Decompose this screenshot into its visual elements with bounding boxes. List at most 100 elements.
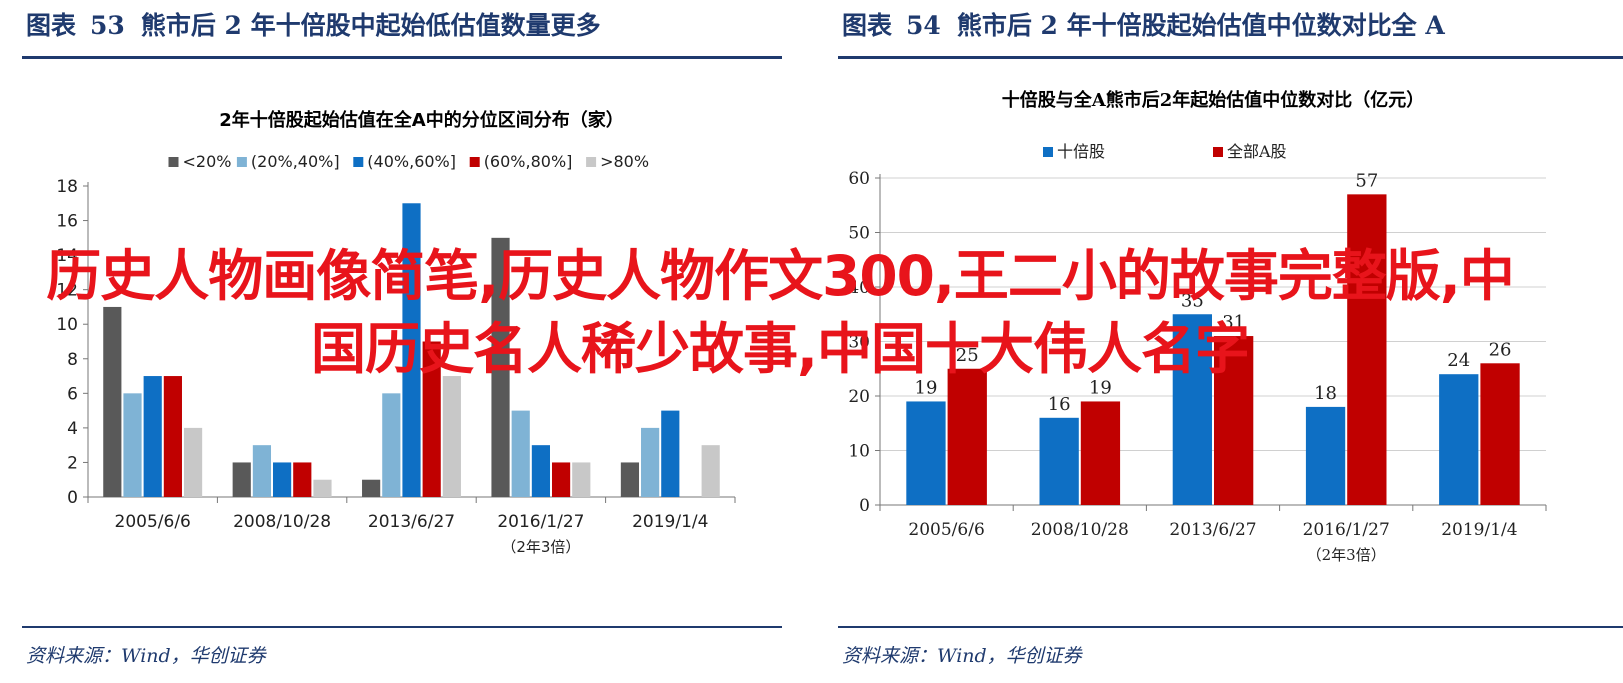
figure-number: 53 bbox=[90, 11, 125, 40]
y-tick-label: 14 bbox=[56, 246, 78, 266]
bar bbox=[313, 479, 332, 497]
bar bbox=[1439, 374, 1479, 505]
y-tick-label: 0 bbox=[67, 488, 78, 508]
bar bbox=[906, 401, 946, 505]
data-label: 26 bbox=[1489, 339, 1512, 360]
y-tick-label: 40 bbox=[848, 278, 870, 298]
bar bbox=[1347, 194, 1387, 505]
legend-swatch bbox=[1043, 147, 1053, 157]
bar bbox=[620, 462, 640, 497]
y-tick-label: 60 bbox=[848, 169, 870, 189]
x-tick-note: （2年3倍） bbox=[501, 538, 580, 556]
bar bbox=[382, 393, 401, 497]
legend-swatch bbox=[168, 157, 179, 167]
legend-label: (40%,60%] bbox=[367, 152, 456, 171]
y-tick-label: 2 bbox=[67, 453, 78, 473]
bar bbox=[123, 393, 142, 497]
bar bbox=[1305, 406, 1346, 505]
bar bbox=[232, 462, 251, 497]
bar bbox=[511, 410, 530, 497]
right-figure-panel: 图表 54 熊市后 2 年十倍股起始估值中位数对比全 A 十倍股与全A熊市后2年起始… bbox=[832, 0, 1623, 683]
y-tick-label: 16 bbox=[56, 212, 78, 232]
bottom-divider bbox=[838, 626, 1623, 628]
y-tick-label: 0 bbox=[859, 496, 870, 516]
bar bbox=[293, 462, 312, 497]
figure-title-text: 熊市后 2 年十倍股起始估值中位数对比全 A bbox=[956, 11, 1445, 40]
figure-title: 图表 54 熊市后 2 年十倍股起始估值中位数对比全 A bbox=[842, 6, 1445, 42]
data-label: 16 bbox=[1048, 394, 1071, 415]
data-label: 57 bbox=[1355, 170, 1378, 191]
figure-title-text: 熊市后 2 年十倍股中起始低估值数量更多 bbox=[140, 11, 601, 40]
bar bbox=[183, 427, 203, 497]
chart-title: 2年十倍股起始估值在全A中的分位区间分布（家） bbox=[219, 109, 623, 131]
bar bbox=[402, 203, 421, 497]
legend-label: <20% bbox=[183, 152, 232, 171]
y-tick-label: 4 bbox=[67, 419, 78, 439]
x-tick-label: 2005/6/6 bbox=[115, 512, 191, 532]
y-tick-label: 20 bbox=[848, 387, 870, 407]
figure-number: 54 bbox=[906, 11, 941, 40]
x-tick-label: 2016/1/27 bbox=[1303, 520, 1390, 540]
y-tick-label: 18 bbox=[56, 177, 78, 197]
x-tick-label: 2005/6/6 bbox=[908, 520, 984, 540]
bar bbox=[163, 376, 182, 497]
x-tick-label: 2008/10/28 bbox=[233, 512, 331, 532]
legend-label: 全部A股 bbox=[1227, 142, 1287, 161]
left-figure-panel: 图表 53 熊市后 2 年十倍股中起始低估值数量更多 2年十倍股起始估值在全A中的分… bbox=[0, 0, 790, 683]
bar bbox=[572, 462, 591, 497]
figure-label: 图表 bbox=[842, 11, 893, 40]
data-label: 19 bbox=[915, 377, 938, 398]
bar bbox=[661, 410, 680, 497]
bar bbox=[143, 376, 162, 497]
bar-chart: 十倍股与全A熊市后2年起始估值中位数对比（亿元） 十倍股 全部A股 0 10 20 30 40… bbox=[848, 89, 1547, 564]
bar bbox=[273, 462, 292, 497]
x-tick-label: 2013/6/27 bbox=[368, 512, 455, 532]
bar bbox=[491, 237, 510, 498]
overlay-caption: 历史人物画像简笔,历史人物作文300,王二小的故事完整版,中国历史名人稀少故事,… bbox=[46, 244, 1515, 381]
bar bbox=[252, 445, 272, 497]
bar bbox=[442, 376, 461, 497]
y-tick-label: 50 bbox=[848, 224, 870, 244]
x-tick-label: 2019/1/4 bbox=[1441, 520, 1517, 540]
legend-swatch bbox=[236, 157, 247, 167]
y-tick-label: 8 bbox=[67, 350, 78, 370]
bar bbox=[531, 445, 550, 497]
y-tick-label: 30 bbox=[848, 333, 870, 353]
y-tick-label: 10 bbox=[56, 315, 78, 335]
x-tick-label: 2019/1/4 bbox=[632, 512, 708, 532]
legend-swatch bbox=[353, 157, 364, 167]
y-tick-label: 10 bbox=[848, 442, 870, 462]
legend-label: (20%,40%] bbox=[251, 152, 340, 171]
bar bbox=[551, 462, 571, 497]
legend-swatch bbox=[1213, 147, 1223, 157]
bar bbox=[362, 479, 381, 497]
x-tick-label: 2008/10/28 bbox=[1031, 520, 1129, 540]
legend-label: 十倍股 bbox=[1057, 142, 1105, 161]
data-label: 25 bbox=[956, 345, 979, 366]
bar bbox=[103, 306, 122, 497]
data-label: 18 bbox=[1314, 383, 1337, 404]
legend-label: >80% bbox=[600, 152, 649, 171]
source-note: 资料来源：Wind，华创证券 bbox=[842, 645, 1082, 667]
bar-chart: 2年十倍股起始估值在全A中的分位区间分布（家） <20% (20%,40%] (40%… bbox=[56, 109, 736, 556]
bar bbox=[1080, 401, 1121, 505]
bar bbox=[1480, 363, 1520, 505]
chart-title: 十倍股与全A熊市后2年起始估值中位数对比（亿元） bbox=[1002, 89, 1425, 111]
data-label: 35 bbox=[1181, 290, 1204, 311]
source-note: 资料来源：Wind，华创证券 bbox=[26, 645, 266, 667]
y-tick-label: 12 bbox=[56, 281, 78, 301]
data-label: 19 bbox=[1089, 377, 1112, 398]
legend-swatch bbox=[586, 157, 597, 167]
figure-title: 图表 53 熊市后 2 年十倍股中起始低估值数量更多 bbox=[26, 6, 601, 42]
bar bbox=[1214, 336, 1254, 505]
data-label: 31 bbox=[1222, 312, 1245, 333]
top-divider bbox=[838, 56, 1623, 59]
x-tick-label: 2016/1/27 bbox=[497, 512, 584, 532]
y-tick-label: 6 bbox=[67, 384, 78, 404]
top-divider bbox=[22, 56, 782, 59]
bar bbox=[1039, 417, 1079, 505]
legend-swatch bbox=[469, 157, 480, 167]
x-tick-label: 2013/6/27 bbox=[1169, 520, 1256, 540]
data-label: 24 bbox=[1447, 350, 1470, 371]
bar bbox=[641, 427, 660, 497]
